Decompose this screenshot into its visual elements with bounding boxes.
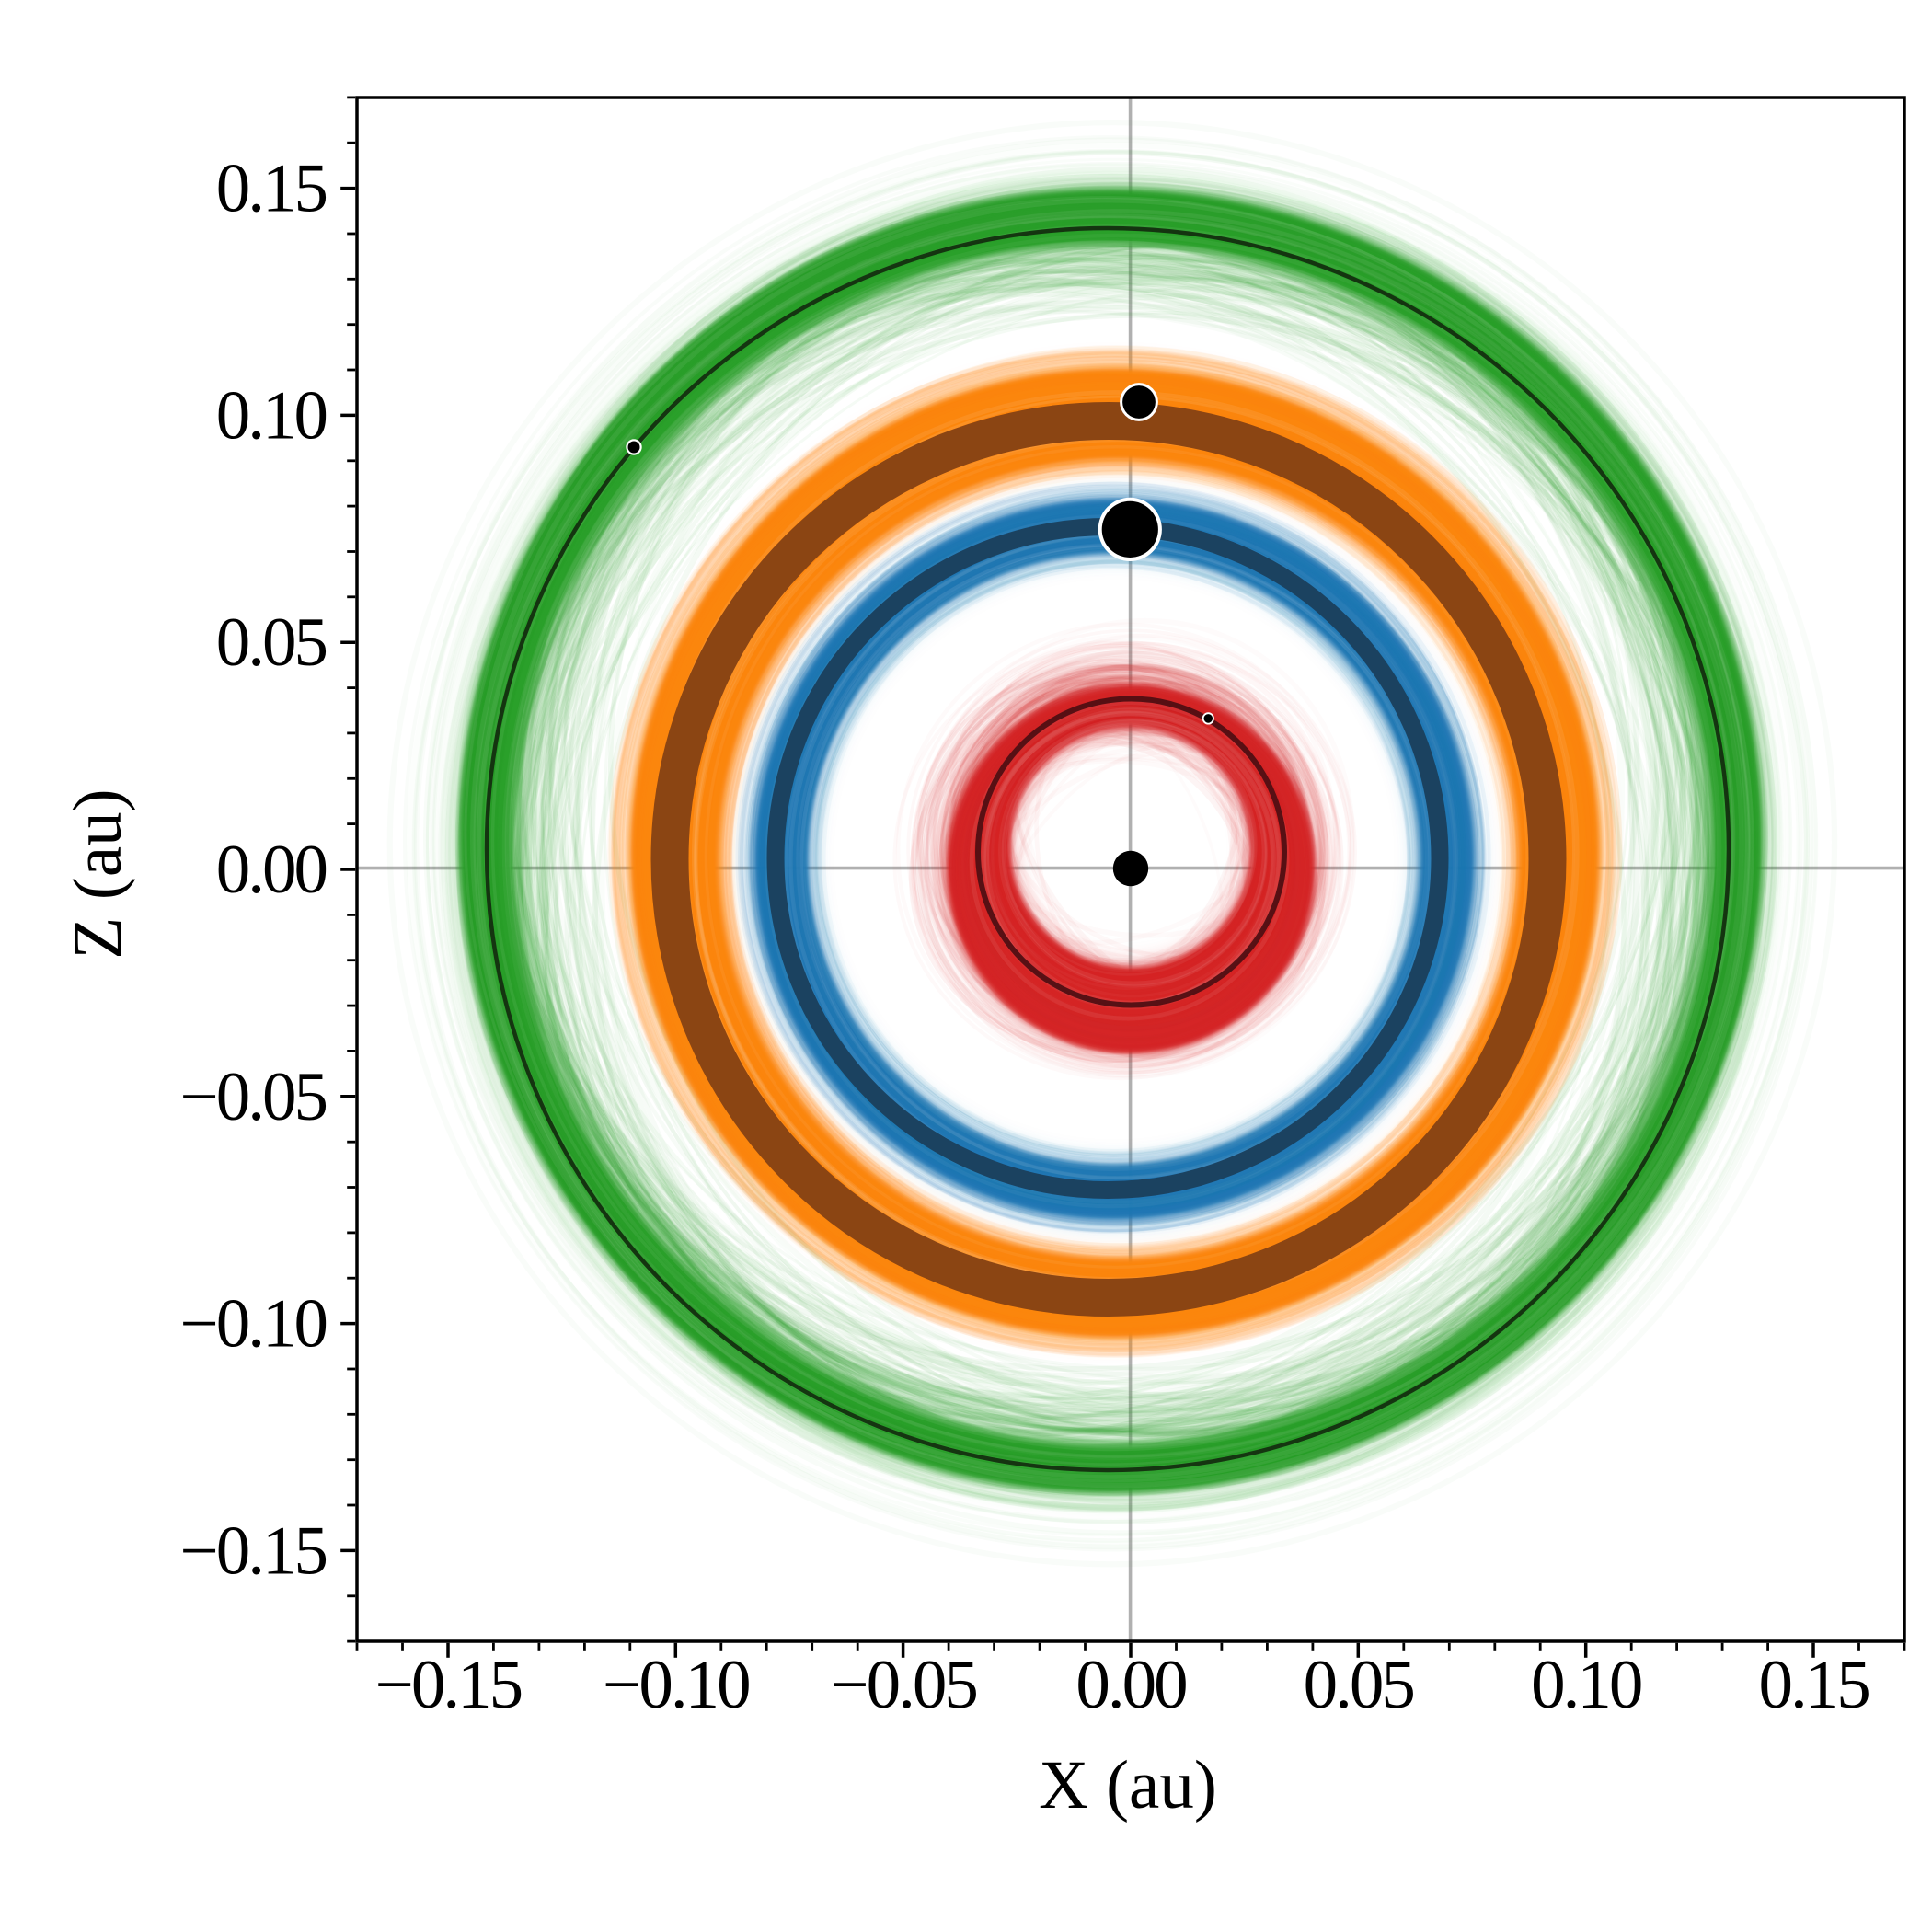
svg-text:−0.10: −0.10 (603, 1647, 749, 1723)
svg-text:0.00: 0.00 (216, 832, 327, 908)
svg-text:0.10: 0.10 (1531, 1647, 1641, 1723)
svg-text:−0.05: −0.05 (830, 1647, 976, 1723)
svg-text:X (au): X (au) (1039, 1747, 1217, 1823)
svg-text:Z (au): Z (au) (60, 788, 136, 959)
svg-text:−0.05: −0.05 (179, 1059, 326, 1135)
svg-text:−0.15: −0.15 (179, 1512, 326, 1589)
svg-text:0.00: 0.00 (1075, 1647, 1186, 1723)
svg-text:0.05: 0.05 (1304, 1647, 1414, 1723)
svg-text:0.10: 0.10 (216, 377, 327, 454)
svg-text:−0.15: −0.15 (375, 1647, 522, 1723)
svg-text:0.05: 0.05 (216, 604, 327, 681)
svg-text:0.15: 0.15 (1758, 1647, 1869, 1723)
svg-text:−0.10: −0.10 (179, 1286, 326, 1363)
svg-text:0.15: 0.15 (216, 151, 327, 227)
